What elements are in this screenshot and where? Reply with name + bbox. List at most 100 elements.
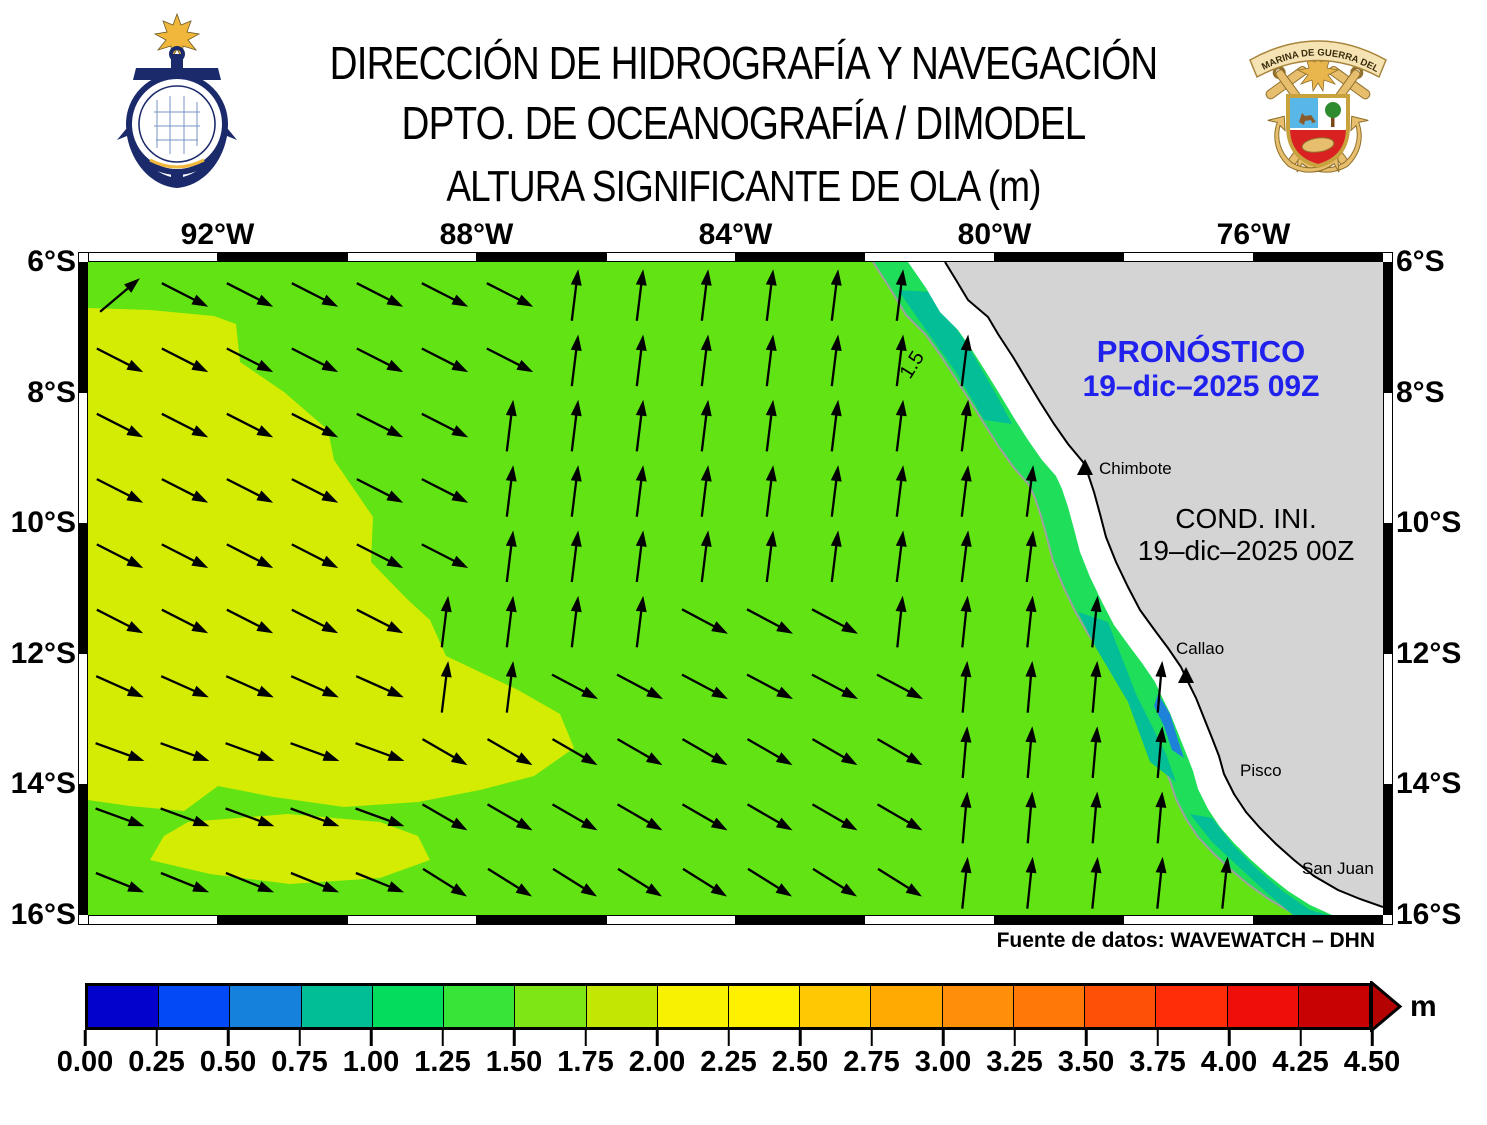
colorbar-tick-labels: 0.00 0.25 0.50 0.75 1.00 1.25 1.50 1.75 2.00 2.25… <box>57 1046 1400 1080</box>
colorbar-tick-label: 3.00 <box>914 1046 972 1078</box>
colorbar-tick-label: 0.75 <box>271 1046 328 1078</box>
colorbar-tick-label: 2.75 <box>843 1046 900 1078</box>
colorbar-tick <box>298 1030 301 1046</box>
wave-direction-arrow <box>570 334 582 387</box>
wave-direction-arrow <box>1155 726 1167 779</box>
wave-direction-arrow <box>681 803 728 831</box>
wave-direction-arrow <box>486 282 534 307</box>
wave-direction-arrow <box>486 738 533 766</box>
wave-direction-arrow <box>876 673 923 699</box>
colorbar <box>85 983 1372 1030</box>
wave-direction-arrow <box>700 530 712 583</box>
ocean-high-wave-region <box>88 308 574 811</box>
wave-direction-arrow <box>291 282 339 307</box>
wave-direction-arrow <box>95 871 145 893</box>
wave-direction-arrow <box>551 673 598 699</box>
wave-direction-arrow <box>895 530 907 583</box>
wave-direction-arrow <box>1090 595 1102 648</box>
wave-direction-arrow <box>161 412 209 438</box>
crest-banner <box>1249 40 1387 79</box>
colorbar-cell <box>1084 986 1156 1027</box>
frame-segment <box>993 916 1124 924</box>
colorbar-cell <box>300 986 372 1027</box>
wave-direction-arrow <box>616 738 663 766</box>
colorbar-tick <box>1156 1030 1159 1046</box>
wave-direction-arrow <box>356 412 404 438</box>
wave-direction-arrow <box>226 543 274 568</box>
wave-height-map: 1.5 Chimbote Callao Pisco San Juan PRONÓSTI… <box>88 262 1383 915</box>
wave-direction-arrow <box>505 530 517 583</box>
map-frame-right <box>1383 262 1393 915</box>
coastline <box>944 262 1383 908</box>
wave-direction-arrow <box>422 867 467 897</box>
frame-segment <box>1384 263 1392 393</box>
wave-direction-arrow <box>811 673 858 699</box>
frame-corner <box>1382 914 1393 925</box>
colorbar-tick <box>1370 1030 1374 1046</box>
wave-direction-arrow <box>96 412 144 438</box>
wave-direction-arrow <box>570 465 582 517</box>
wave-direction-arrow <box>161 543 209 568</box>
colorbar-cell <box>656 986 728 1027</box>
colorbar-end-arrow <box>1370 981 1403 1032</box>
wave-direction-arrow <box>95 807 145 827</box>
colorbar-tick <box>941 1030 945 1046</box>
wave-direction-arrow <box>356 478 404 503</box>
city-label-chimbote: Chimbote <box>1099 459 1172 478</box>
wave-direction-arrow <box>746 738 793 766</box>
page-subtitle: DPTO. DE OCEANOGRAFÍA / DIMODEL <box>401 97 1087 149</box>
city-label-callao: Callao <box>1176 639 1224 658</box>
wave-direction-arrow <box>681 608 728 634</box>
frame-segment <box>864 253 994 261</box>
wave-direction-arrow <box>960 856 972 909</box>
frame-segment <box>79 522 87 654</box>
wave-direction-arrow <box>746 803 793 831</box>
wave-direction-arrow <box>291 347 339 373</box>
wave-direction-arrow <box>765 465 777 517</box>
latitude-label: 12°S <box>1396 636 1462 670</box>
wave-direction-arrow <box>291 478 339 503</box>
latitude-label: 10°S <box>10 506 76 540</box>
colorbar-cell <box>229 986 301 1027</box>
data-source-note: Fuente de datos: WAVEWATCH – DHN <box>996 929 1375 952</box>
colorbar-cell <box>1226 986 1298 1027</box>
longitude-label: 92°W <box>180 218 255 251</box>
wave-direction-arrow <box>830 334 842 387</box>
frame-corner <box>78 252 89 263</box>
wave-direction-arrow <box>291 543 339 568</box>
map-frame-bottom <box>88 915 1383 925</box>
colorbar-tick <box>584 1030 587 1046</box>
colorbar-tick <box>1013 1030 1016 1046</box>
wave-direction-arrow <box>356 608 404 634</box>
cornucopia-icon <box>1301 137 1335 153</box>
wave-direction-arrow <box>421 347 469 373</box>
wave-direction-arrow <box>960 334 972 387</box>
colorbar-tick-label: 3.25 <box>986 1046 1043 1078</box>
frame-corner <box>78 914 89 925</box>
wave-direction-arrow <box>830 269 842 321</box>
wave-direction-arrow <box>356 282 404 307</box>
peru-shield-icon <box>1286 94 1350 169</box>
longitude-label: 84°W <box>698 218 773 251</box>
wave-direction-arrow <box>291 412 339 438</box>
colorbar-cell <box>371 986 444 1027</box>
wave-direction-arrow <box>225 675 274 698</box>
wave-direction-arrow <box>635 530 647 583</box>
wave-direction-arrow <box>746 608 793 634</box>
latitude-label: 6°S <box>27 245 76 278</box>
page-title: DIRECCIÓN DE HIDROGRAFÍA Y NAVEGACIÓN <box>329 37 1159 89</box>
map-variable-title: ALTURA SIGNIFICANTE DE OLA (m) <box>446 162 1041 211</box>
wave-direction-arrow <box>355 742 405 761</box>
colorbar-tick-label: 4.50 <box>1343 1046 1401 1078</box>
frame-segment <box>1384 392 1392 523</box>
frame-segment <box>1123 916 1253 924</box>
coastal-cities: Chimbote Callao Pisco San Juan <box>1077 459 1374 878</box>
wave-direction-arrow <box>551 738 598 766</box>
colorbar-tick-label: 1.75 <box>557 1046 614 1078</box>
forecast-title: PRONÓSTICO <box>1097 333 1305 369</box>
wave-direction-arrow <box>1025 791 1037 844</box>
wave-direction-arrow <box>1025 660 1037 713</box>
wave-direction-arrow <box>1090 726 1102 779</box>
teal-band-patch-callao <box>1078 612 1176 782</box>
wave-direction-arrow <box>700 269 712 321</box>
